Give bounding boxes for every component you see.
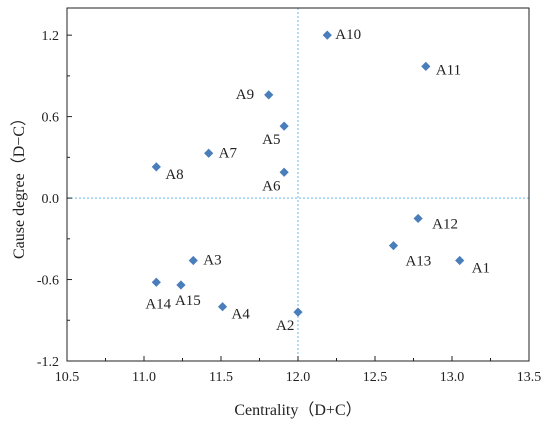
x-tick-label: 12.0: [286, 370, 311, 385]
point-label-a1: A1: [472, 261, 490, 277]
point-label-a11: A11: [436, 62, 461, 78]
x-tick-label: 12.5: [363, 370, 388, 385]
point-marker-a15: [176, 280, 186, 290]
point-label-a7: A7: [219, 145, 238, 161]
x-axis-ticks: 10.5 11.0 11.5 12.0 12.5 13.0 13.5: [55, 356, 542, 385]
point-label-a4: A4: [232, 307, 251, 323]
point-label-a8: A8: [165, 167, 183, 183]
point-label-a14: A14: [145, 296, 171, 312]
point-marker-a2: [293, 307, 303, 317]
y-tick-label: -1.2: [37, 355, 59, 370]
x-tick-label: 11.0: [132, 370, 156, 385]
point-marker-a10: [322, 30, 332, 40]
point-label-a2: A2: [276, 318, 294, 334]
reference-lines: [67, 8, 529, 361]
y-tick-label: -0.6: [37, 274, 59, 289]
point-marker-a6: [279, 167, 289, 177]
point-marker-a11: [421, 61, 431, 71]
x-tick-label: 11.5: [209, 370, 233, 385]
y-tick-label: 1.2: [42, 29, 60, 44]
point-label-a13: A13: [405, 254, 431, 270]
point-label-a12: A12: [432, 216, 458, 232]
point-label-a10: A10: [335, 27, 361, 43]
data-points: A1 A2 A3 A4 A5 A6 A7 A8 A9 A10 A11 A12 A13 A14 A15: [145, 27, 490, 334]
point-marker-a5: [279, 121, 289, 131]
y-tick-label: 0.0: [42, 192, 60, 207]
y-axis-ticks: -1.2 -0.6 0.0 0.6 1.2: [37, 29, 72, 370]
point-label-a6: A6: [262, 178, 281, 194]
point-label-a9: A9: [236, 87, 254, 103]
point-marker-a8: [151, 162, 161, 172]
point-marker-a9: [264, 90, 274, 100]
point-marker-a13: [388, 240, 399, 251]
y-tick-label: 0.6: [42, 111, 60, 126]
x-tick-label: 13.0: [440, 370, 465, 385]
point-marker-a7: [204, 148, 214, 158]
plot-frame: [66, 7, 530, 362]
x-tick-label: 13.5: [517, 370, 542, 385]
point-marker-a1: [455, 255, 465, 266]
point-marker-a14: [151, 277, 161, 287]
point-marker-a3: [188, 255, 198, 266]
point-marker-a12: [413, 213, 423, 224]
point-marker-a4: [217, 302, 228, 312]
point-label-a15: A15: [175, 293, 201, 309]
x-tick-label: 10.5: [55, 370, 80, 385]
point-label-a5: A5: [262, 132, 280, 148]
point-label-a3: A3: [203, 253, 221, 269]
x-axis-title: Centrality（D+C）: [234, 401, 361, 419]
y-axis-title: Cause degree（D−C）: [10, 110, 28, 259]
